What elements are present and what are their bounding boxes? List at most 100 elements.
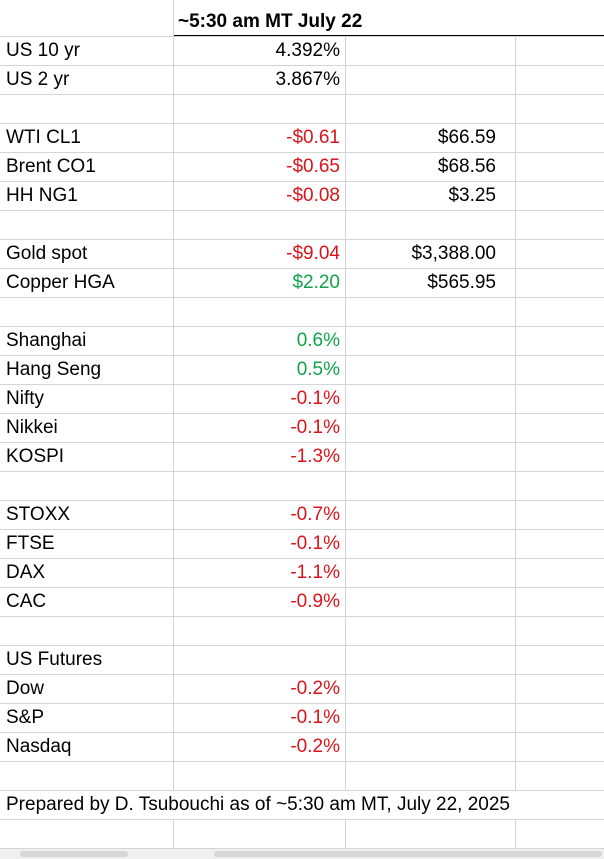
row-price[interactable] xyxy=(346,733,516,761)
cell[interactable] xyxy=(516,414,604,442)
cell[interactable] xyxy=(516,240,604,268)
row-label[interactable]: FTSE xyxy=(0,530,174,558)
row-label[interactable]: Gold spot xyxy=(0,240,174,268)
row-label[interactable]: US 10 yr xyxy=(0,37,174,65)
footer-note[interactable]: Prepared by D. Tsubouchi as of ~5:30 am … xyxy=(0,791,604,819)
row-change[interactable]: -$0.08 xyxy=(174,182,346,210)
row-label[interactable]: US Futures xyxy=(0,646,174,674)
row-label[interactable]: US 2 yr xyxy=(0,66,174,94)
row-change[interactable]: -1.3% xyxy=(174,443,346,471)
row-price[interactable] xyxy=(346,414,516,442)
row-price[interactable] xyxy=(346,617,516,645)
cell[interactable] xyxy=(516,530,604,558)
row-label[interactable]: Dow xyxy=(0,675,174,703)
cell[interactable] xyxy=(516,588,604,616)
row-price[interactable] xyxy=(346,762,516,790)
row-price[interactable] xyxy=(346,501,516,529)
row-price[interactable] xyxy=(346,443,516,471)
row-label[interactable]: Hang Seng xyxy=(0,356,174,384)
row-price[interactable] xyxy=(346,66,516,94)
row-label[interactable] xyxy=(0,211,174,239)
row-price[interactable] xyxy=(346,472,516,500)
row-label[interactable]: Brent CO1 xyxy=(0,153,174,181)
row-price[interactable]: $3,388.00 xyxy=(346,240,516,268)
row-price[interactable] xyxy=(346,356,516,384)
row-price[interactable] xyxy=(346,298,516,326)
row-change[interactable]: 0.6% xyxy=(174,327,346,355)
row-label[interactable]: STOXX xyxy=(0,501,174,529)
row-label[interactable]: CAC xyxy=(0,588,174,616)
row-change[interactable]: -0.9% xyxy=(174,588,346,616)
row-price[interactable] xyxy=(346,559,516,587)
row-price[interactable]: $68.56 xyxy=(346,153,516,181)
cell[interactable] xyxy=(0,820,174,848)
row-change[interactable]: -$9.04 xyxy=(174,240,346,268)
row-price[interactable] xyxy=(346,211,516,239)
cell[interactable] xyxy=(516,646,604,674)
row-label[interactable]: DAX xyxy=(0,559,174,587)
row-price[interactable]: $3.25 xyxy=(346,182,516,210)
sheet-title[interactable]: ~5:30 am MT July 22 xyxy=(174,0,604,36)
cell[interactable] xyxy=(516,617,604,645)
cell[interactable] xyxy=(516,95,604,123)
cell[interactable] xyxy=(516,356,604,384)
horizontal-scrollbar[interactable] xyxy=(0,849,604,859)
row-change[interactable] xyxy=(174,762,346,790)
cell[interactable] xyxy=(516,559,604,587)
row-change[interactable] xyxy=(174,617,346,645)
row-price[interactable] xyxy=(346,95,516,123)
row-change[interactable]: -0.1% xyxy=(174,385,346,413)
cell[interactable] xyxy=(516,37,604,65)
row-price[interactable] xyxy=(346,37,516,65)
cell[interactable] xyxy=(516,501,604,529)
cell[interactable] xyxy=(516,153,604,181)
row-change[interactable]: 0.5% xyxy=(174,356,346,384)
row-label[interactable]: Nifty xyxy=(0,385,174,413)
row-price[interactable] xyxy=(346,675,516,703)
cell[interactable] xyxy=(516,327,604,355)
cell[interactable] xyxy=(516,472,604,500)
cell[interactable] xyxy=(516,66,604,94)
row-label[interactable]: S&P xyxy=(0,704,174,732)
row-price[interactable] xyxy=(346,704,516,732)
row-label[interactable]: HH NG1 xyxy=(0,182,174,210)
row-label[interactable]: WTI CL1 xyxy=(0,124,174,152)
row-price[interactable] xyxy=(346,646,516,674)
row-price[interactable]: $66.59 xyxy=(346,124,516,152)
cell[interactable] xyxy=(516,443,604,471)
row-label[interactable] xyxy=(0,298,174,326)
row-change[interactable]: 3.867% xyxy=(174,66,346,94)
row-change[interactable]: -$0.61 xyxy=(174,124,346,152)
row-label[interactable]: Copper HGA xyxy=(0,269,174,297)
row-price[interactable]: $565.95 xyxy=(346,269,516,297)
cell[interactable] xyxy=(174,820,346,848)
row-change[interactable] xyxy=(174,646,346,674)
row-label[interactable] xyxy=(0,95,174,123)
scrollbar-thumb-right[interactable] xyxy=(214,851,602,857)
cell[interactable] xyxy=(346,820,516,848)
row-change[interactable]: -1.1% xyxy=(174,559,346,587)
row-price[interactable] xyxy=(346,327,516,355)
cell[interactable] xyxy=(516,820,604,848)
row-label[interactable]: Shanghai xyxy=(0,327,174,355)
cell[interactable] xyxy=(516,704,604,732)
row-label[interactable]: KOSPI xyxy=(0,443,174,471)
cell[interactable] xyxy=(516,298,604,326)
row-change[interactable] xyxy=(174,95,346,123)
row-change[interactable]: -0.2% xyxy=(174,675,346,703)
cell[interactable] xyxy=(516,675,604,703)
row-change[interactable]: -0.1% xyxy=(174,414,346,442)
row-change[interactable]: -0.7% xyxy=(174,501,346,529)
row-change[interactable]: -0.1% xyxy=(174,704,346,732)
row-price[interactable] xyxy=(346,530,516,558)
cell[interactable] xyxy=(516,269,604,297)
cell[interactable] xyxy=(0,0,174,36)
row-change[interactable]: -$0.65 xyxy=(174,153,346,181)
cell[interactable] xyxy=(516,385,604,413)
row-label[interactable]: Nikkei xyxy=(0,414,174,442)
cell[interactable] xyxy=(516,762,604,790)
row-change[interactable] xyxy=(174,472,346,500)
row-change[interactable]: -0.2% xyxy=(174,733,346,761)
cell[interactable] xyxy=(516,182,604,210)
cell[interactable] xyxy=(516,124,604,152)
